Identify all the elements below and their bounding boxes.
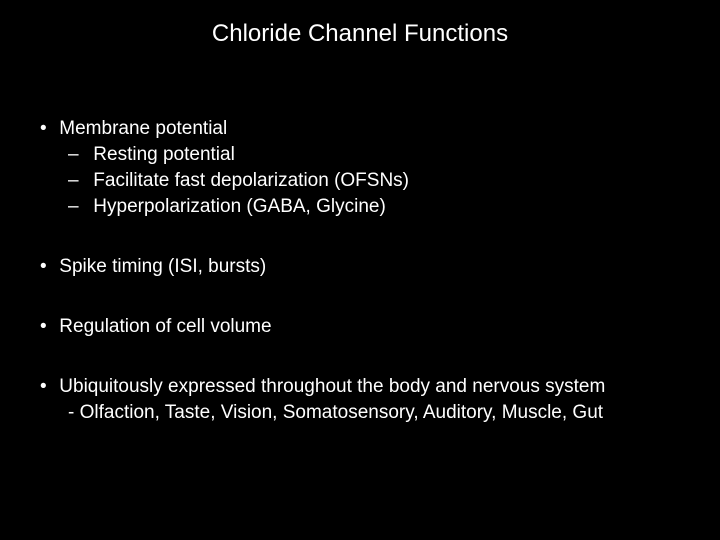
bullet-icon: •	[40, 118, 54, 140]
bullet-level1: • Regulation of cell volume	[28, 316, 720, 338]
bullet-text: Spike timing (ISI, bursts)	[59, 256, 266, 277]
dash-icon: –	[68, 170, 88, 192]
bullet-text: Membrane potential	[59, 118, 227, 139]
bullet-level1: • Spike timing (ISI, bursts)	[28, 256, 720, 278]
bullet-text: - Olfaction, Taste, Vision, Somatosensor…	[68, 402, 603, 423]
bullet-level1: • Ubiquitously expressed throughout the …	[28, 376, 720, 398]
slide: Chloride Channel Functions • Membrane po…	[0, 0, 720, 540]
slide-title: Chloride Channel Functions	[0, 20, 720, 48]
bullet-level2: – Resting potential	[28, 144, 720, 166]
bullet-level2: – Hyperpolarization (GABA, Glycine)	[28, 196, 720, 218]
slide-content: • Membrane potential – Resting potential…	[0, 118, 720, 424]
bullet-icon: •	[40, 376, 54, 398]
bullet-level1: • Membrane potential	[28, 118, 720, 140]
bullet-text: Facilitate fast depolarization (OFSNs)	[93, 170, 409, 191]
bullet-text: Resting potential	[93, 144, 235, 165]
bullet-level2: – Facilitate fast depolarization (OFSNs)	[28, 170, 720, 192]
dash-icon: –	[68, 144, 88, 166]
bullet-text: Hyperpolarization (GABA, Glycine)	[93, 196, 386, 217]
bullet-text: Regulation of cell volume	[59, 316, 271, 337]
bullet-icon: •	[40, 256, 54, 278]
bullet-continuation: - Olfaction, Taste, Vision, Somatosensor…	[28, 402, 720, 424]
bullet-text: Ubiquitously expressed throughout the bo…	[59, 376, 605, 397]
dash-icon: –	[68, 196, 88, 218]
bullet-icon: •	[40, 316, 54, 338]
